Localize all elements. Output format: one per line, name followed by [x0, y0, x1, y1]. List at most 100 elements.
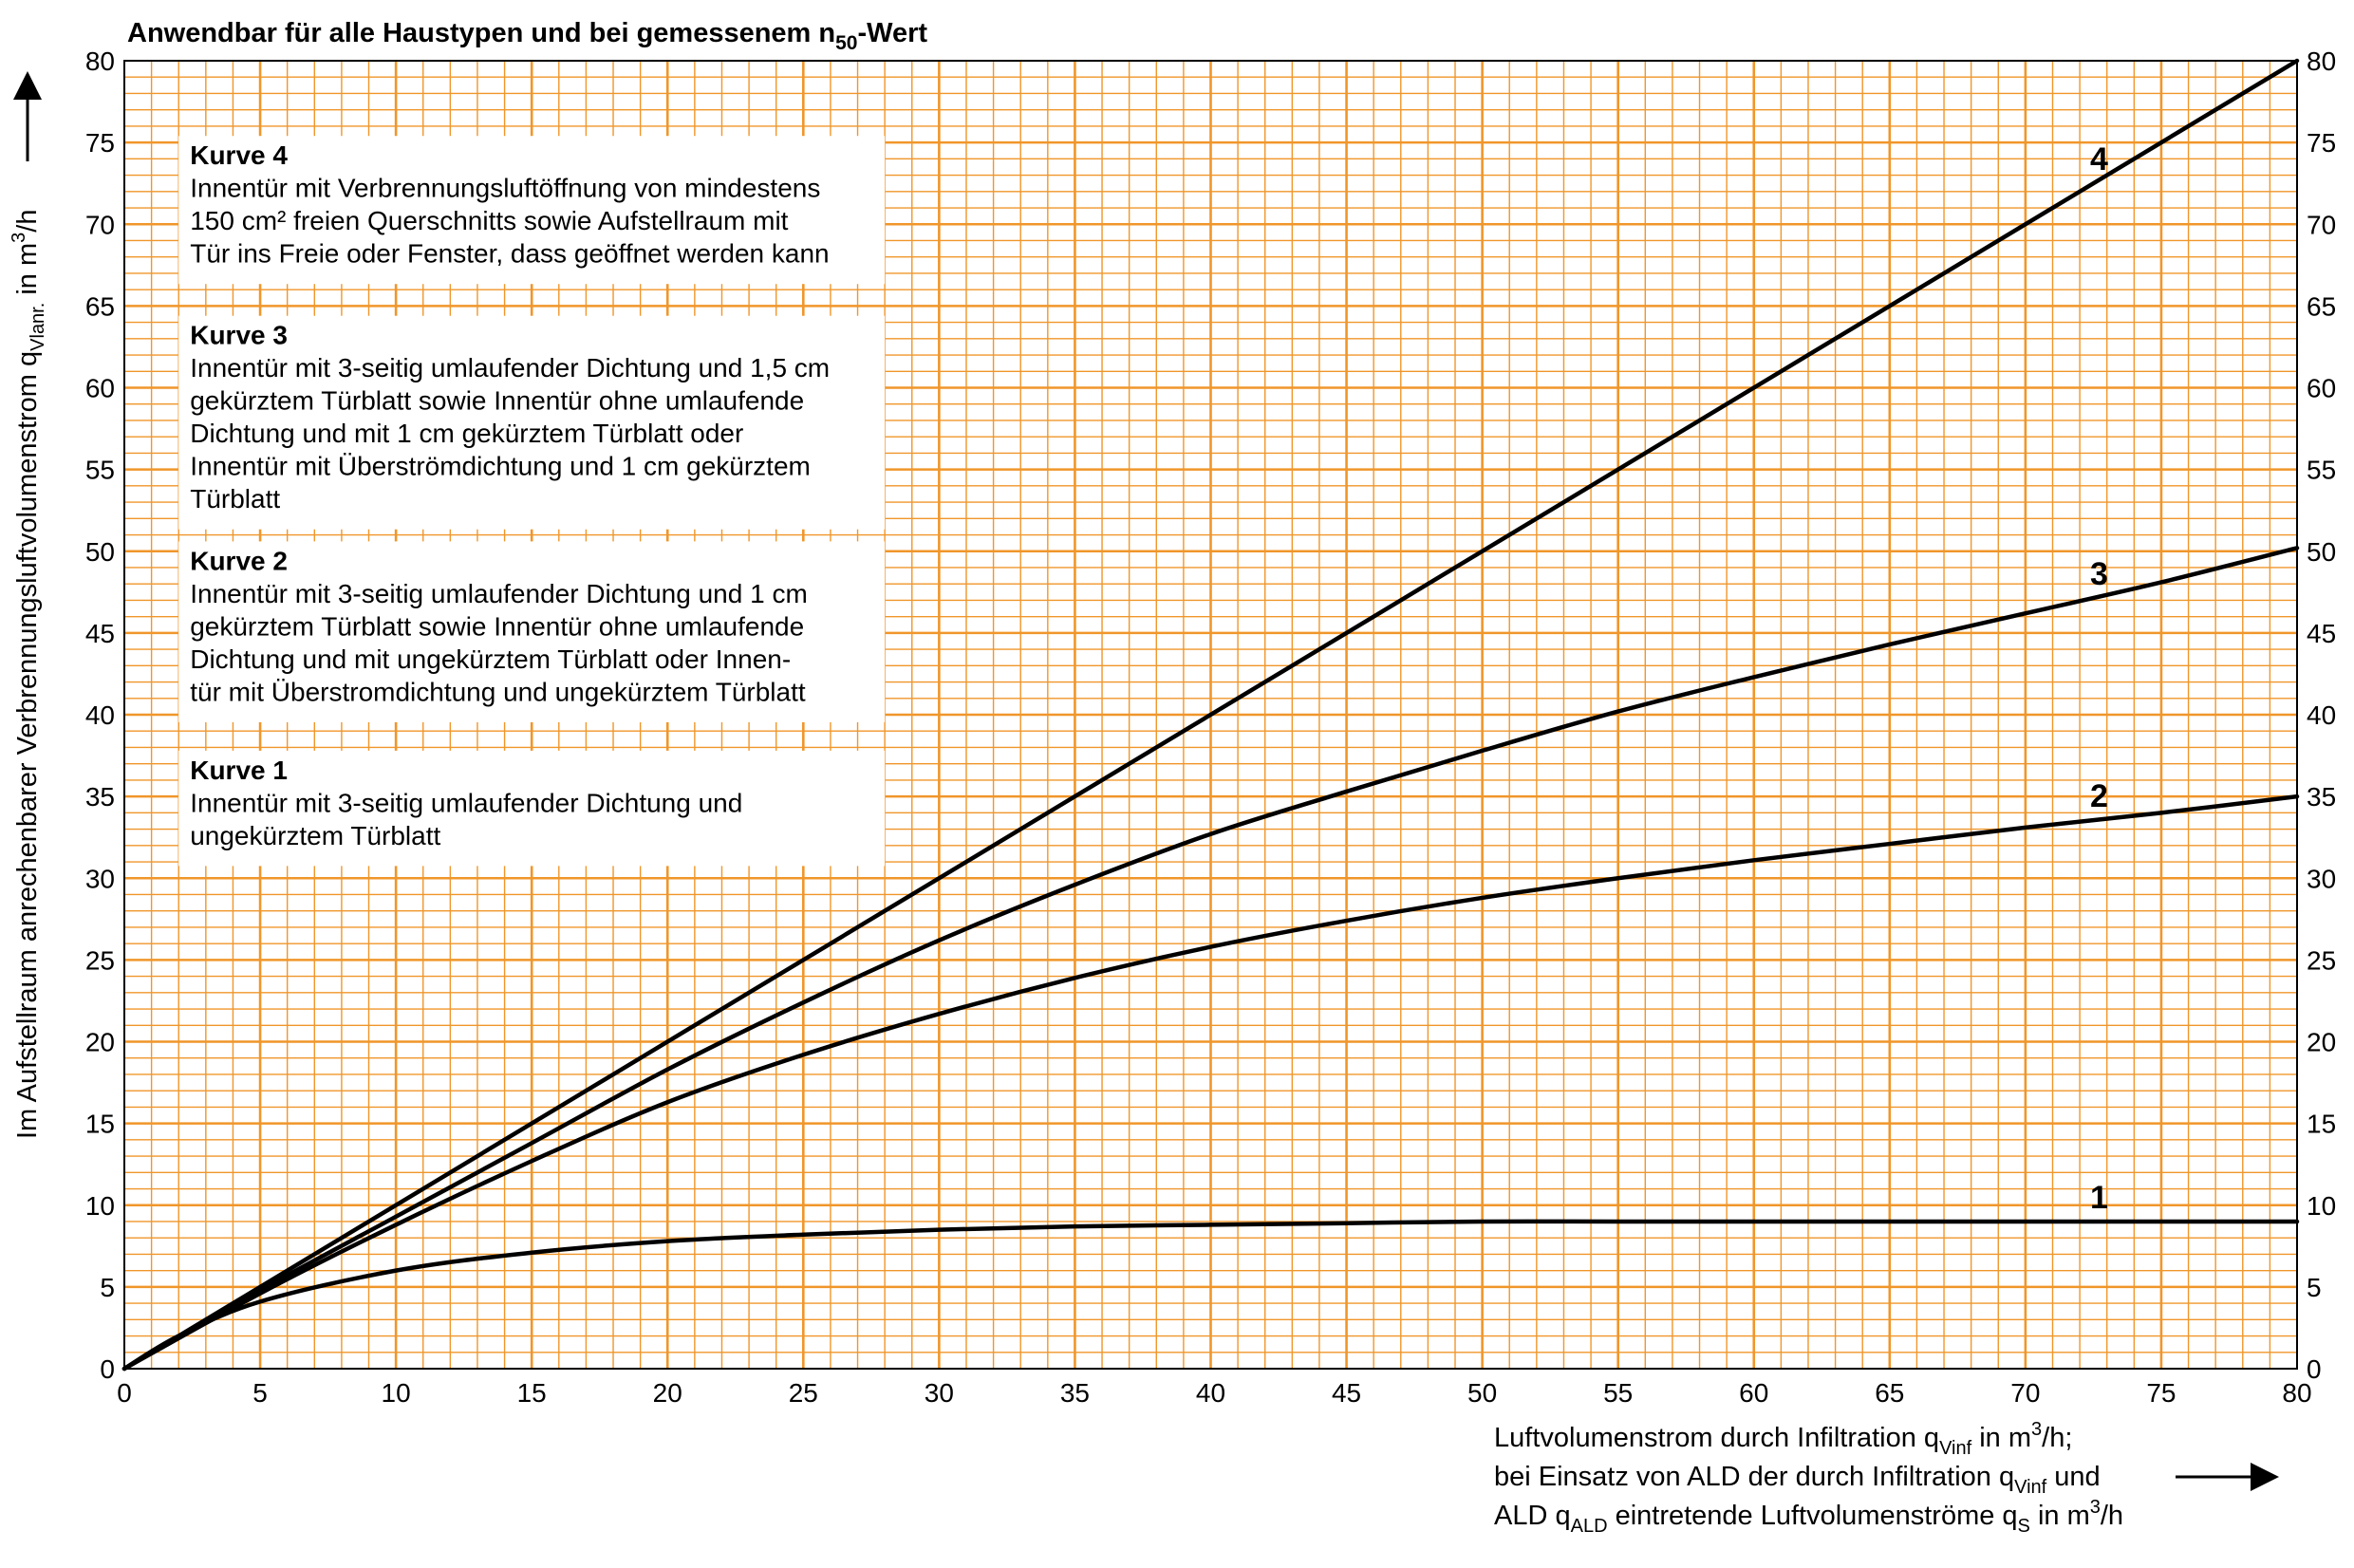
- legend-box: [178, 750, 886, 867]
- x-axis-label-line3-sub1: ALD: [1571, 1516, 1608, 1537]
- y-tick-label-right: 80: [2307, 47, 2336, 76]
- y-tick-label-right: 55: [2307, 456, 2336, 485]
- x-axis-label-line1-b: in m: [1971, 1423, 2031, 1453]
- x-tick-label: 30: [925, 1378, 954, 1408]
- y-tick-label-right: 10: [2307, 1191, 2336, 1221]
- series-line-kurve-4: [121, 58, 2300, 1372]
- x-tick-label: 40: [1196, 1378, 1225, 1408]
- legend-box: [178, 541, 886, 722]
- y-tick-label-left: 10: [85, 1191, 115, 1221]
- y-axis-label-b: in m: [12, 243, 43, 303]
- y-tick-labels-left: 0 5 10 15 20 25 30 35 40 45 50 55 60 65 70 75 80: [85, 47, 115, 1384]
- x-axis-label-line3-sup: 3: [2090, 1497, 2101, 1518]
- x-axis-label-line3-c: in m: [2030, 1501, 2090, 1531]
- y-tick-label-left: 20: [85, 1028, 115, 1057]
- curve-labels: 4 3 2 1: [2090, 141, 2108, 1216]
- y-axis-label-sup: 3: [9, 233, 29, 243]
- y-axis-label-a: Im Aufstellraum anrechenbarer Verbrennun…: [12, 351, 43, 1139]
- y-tick-label-left: 80: [85, 47, 115, 76]
- x-tick-label: 10: [382, 1378, 411, 1408]
- legend-text-line: Türblatt: [190, 484, 280, 513]
- x-axis-label-line2-b: und: [2046, 1462, 2100, 1492]
- x-axis-label-line3-sub2: S: [2018, 1516, 2030, 1537]
- legend-text-line: Innentür mit 3-seitig umlaufender Dichtu…: [190, 353, 830, 383]
- y-tick-label-right: 5: [2307, 1273, 2322, 1302]
- y-tick-label-right: 30: [2307, 864, 2336, 893]
- y-tick-label-left: 15: [85, 1110, 115, 1139]
- y-tick-label-left: 50: [85, 537, 115, 567]
- y-tick-label-left: 30: [85, 864, 115, 893]
- x-axis-label-line1-sub: Vinf: [1939, 1438, 1972, 1459]
- x-tick-label: 80: [2282, 1378, 2311, 1408]
- x-tick-label: 65: [1875, 1378, 1904, 1408]
- chart-title: Anwendbar für alle Haustypen und bei gem…: [127, 18, 927, 54]
- legend-text-line: ungekürztem Türblatt: [190, 821, 440, 850]
- x-axis-label-line3-d: /h: [2101, 1501, 2123, 1531]
- x-tick-label: 50: [1467, 1378, 1497, 1408]
- legend-text-line: Innentür mit Verbrennungsluftöffnung von…: [190, 174, 820, 203]
- legend-box: [178, 136, 886, 285]
- x-axis-label-line1: Luftvolumenstrom durch Infiltration qVin…: [1494, 1419, 2072, 1459]
- legend-text-line: Innentür mit 3-seitig umlaufender Dichtu…: [190, 788, 742, 817]
- legend-text-line: 150 cm² freien Querschnitts sowie Aufste…: [190, 206, 788, 235]
- chart-title-main: Anwendbar für alle Haustypen und bei gem…: [127, 18, 835, 48]
- legend-text-line: Innentür mit Überströmdichtung und 1 cm …: [190, 452, 811, 481]
- legend-heading: Kurve 3: [190, 321, 288, 350]
- x-tick-label: 70: [2010, 1378, 2040, 1408]
- legend-text-line: Tür ins Freie oder Fenster, dass geöffne…: [190, 239, 829, 269]
- x-axis-label-line3: ALD qALD eintretende Luftvolumenströme q…: [1494, 1497, 2123, 1537]
- y-axis-label-sub: Vlanr.: [28, 303, 48, 351]
- series-line-kurve-3: [121, 546, 2300, 1372]
- y-tick-label-right: 0: [2307, 1354, 2322, 1384]
- x-axis-label-line3-a: ALD q: [1494, 1501, 1571, 1531]
- legend-text-line: Dichtung und mit ungekürztem Türblatt od…: [190, 644, 791, 674]
- x-tick-label: 45: [1332, 1378, 1361, 1408]
- legend-heading: Kurve 1: [190, 756, 288, 785]
- plot-frame: [123, 60, 2298, 1370]
- y-tick-label-right: 65: [2307, 291, 2336, 321]
- y-tick-label-left: 65: [85, 291, 115, 321]
- curve-label-1: 1: [2090, 1180, 2108, 1216]
- legend-text-line: tür mit Überstromdichtung und ungekürzte…: [190, 677, 806, 706]
- y-tick-label-left: 5: [100, 1273, 115, 1302]
- y-tick-label-left: 75: [85, 128, 115, 158]
- series-line-kurve-1: [121, 1219, 2300, 1372]
- legend-text-line: Innentür mit 3-seitig umlaufender Dichtu…: [190, 579, 808, 608]
- y-tick-label-left: 70: [85, 210, 115, 239]
- legend-heading: Kurve 2: [190, 546, 288, 575]
- y-tick-label-left: 35: [85, 782, 115, 812]
- x-tick-label: 15: [517, 1378, 547, 1408]
- y-tick-label-right: 35: [2307, 782, 2336, 812]
- x-tick-labels: 0 5 10 15 20 25 30 35 40 45 50 55 60 65 70 75 80: [117, 1378, 2311, 1408]
- y-tick-label-right: 20: [2307, 1028, 2336, 1057]
- x-tick-label: 0: [117, 1378, 132, 1408]
- x-tick-label: 75: [2146, 1378, 2176, 1408]
- legend-text-line: gekürztem Türblatt sowie Innentür ohne u…: [190, 611, 804, 641]
- chart-title-end: -Wert: [857, 18, 927, 48]
- y-tick-label-left: 40: [85, 700, 115, 730]
- x-axis-label-line1-sup: 3: [2031, 1419, 2042, 1440]
- y-tick-labels-right: 0 5 10 15 20 25 30 35 40 45 50 55 60 65 70 75 80: [2307, 47, 2336, 1384]
- y-tick-label-left: 55: [85, 456, 115, 485]
- x-tick-label: 55: [1603, 1378, 1633, 1408]
- x-tick-label: 60: [1739, 1378, 1768, 1408]
- y-tick-label-right: 40: [2307, 700, 2336, 730]
- y-tick-label-right: 70: [2307, 210, 2336, 239]
- legend: Kurve 4 Innentür mit Verbrennungsluftöffn…: [178, 136, 886, 867]
- y-tick-label-right: 45: [2307, 619, 2336, 648]
- x-tick-label: 20: [653, 1378, 682, 1408]
- curve-label-4: 4: [2090, 141, 2108, 177]
- y-tick-label-right: 60: [2307, 374, 2336, 403]
- y-tick-label-left: 45: [85, 619, 115, 648]
- x-tick-label: 5: [252, 1378, 268, 1408]
- y-tick-label-left: 25: [85, 945, 115, 975]
- legend-heading: Kurve 4: [190, 140, 288, 170]
- y-tick-label-right: 25: [2307, 945, 2336, 975]
- y-tick-label-right: 15: [2307, 1110, 2336, 1139]
- x-tick-label: 25: [789, 1378, 818, 1408]
- series-line-kurve-2: [121, 793, 2300, 1372]
- y-axis-label-c: /h: [12, 210, 43, 233]
- x-axis-label-line1-a: Luftvolumenstrom durch Infiltration q: [1494, 1423, 1939, 1453]
